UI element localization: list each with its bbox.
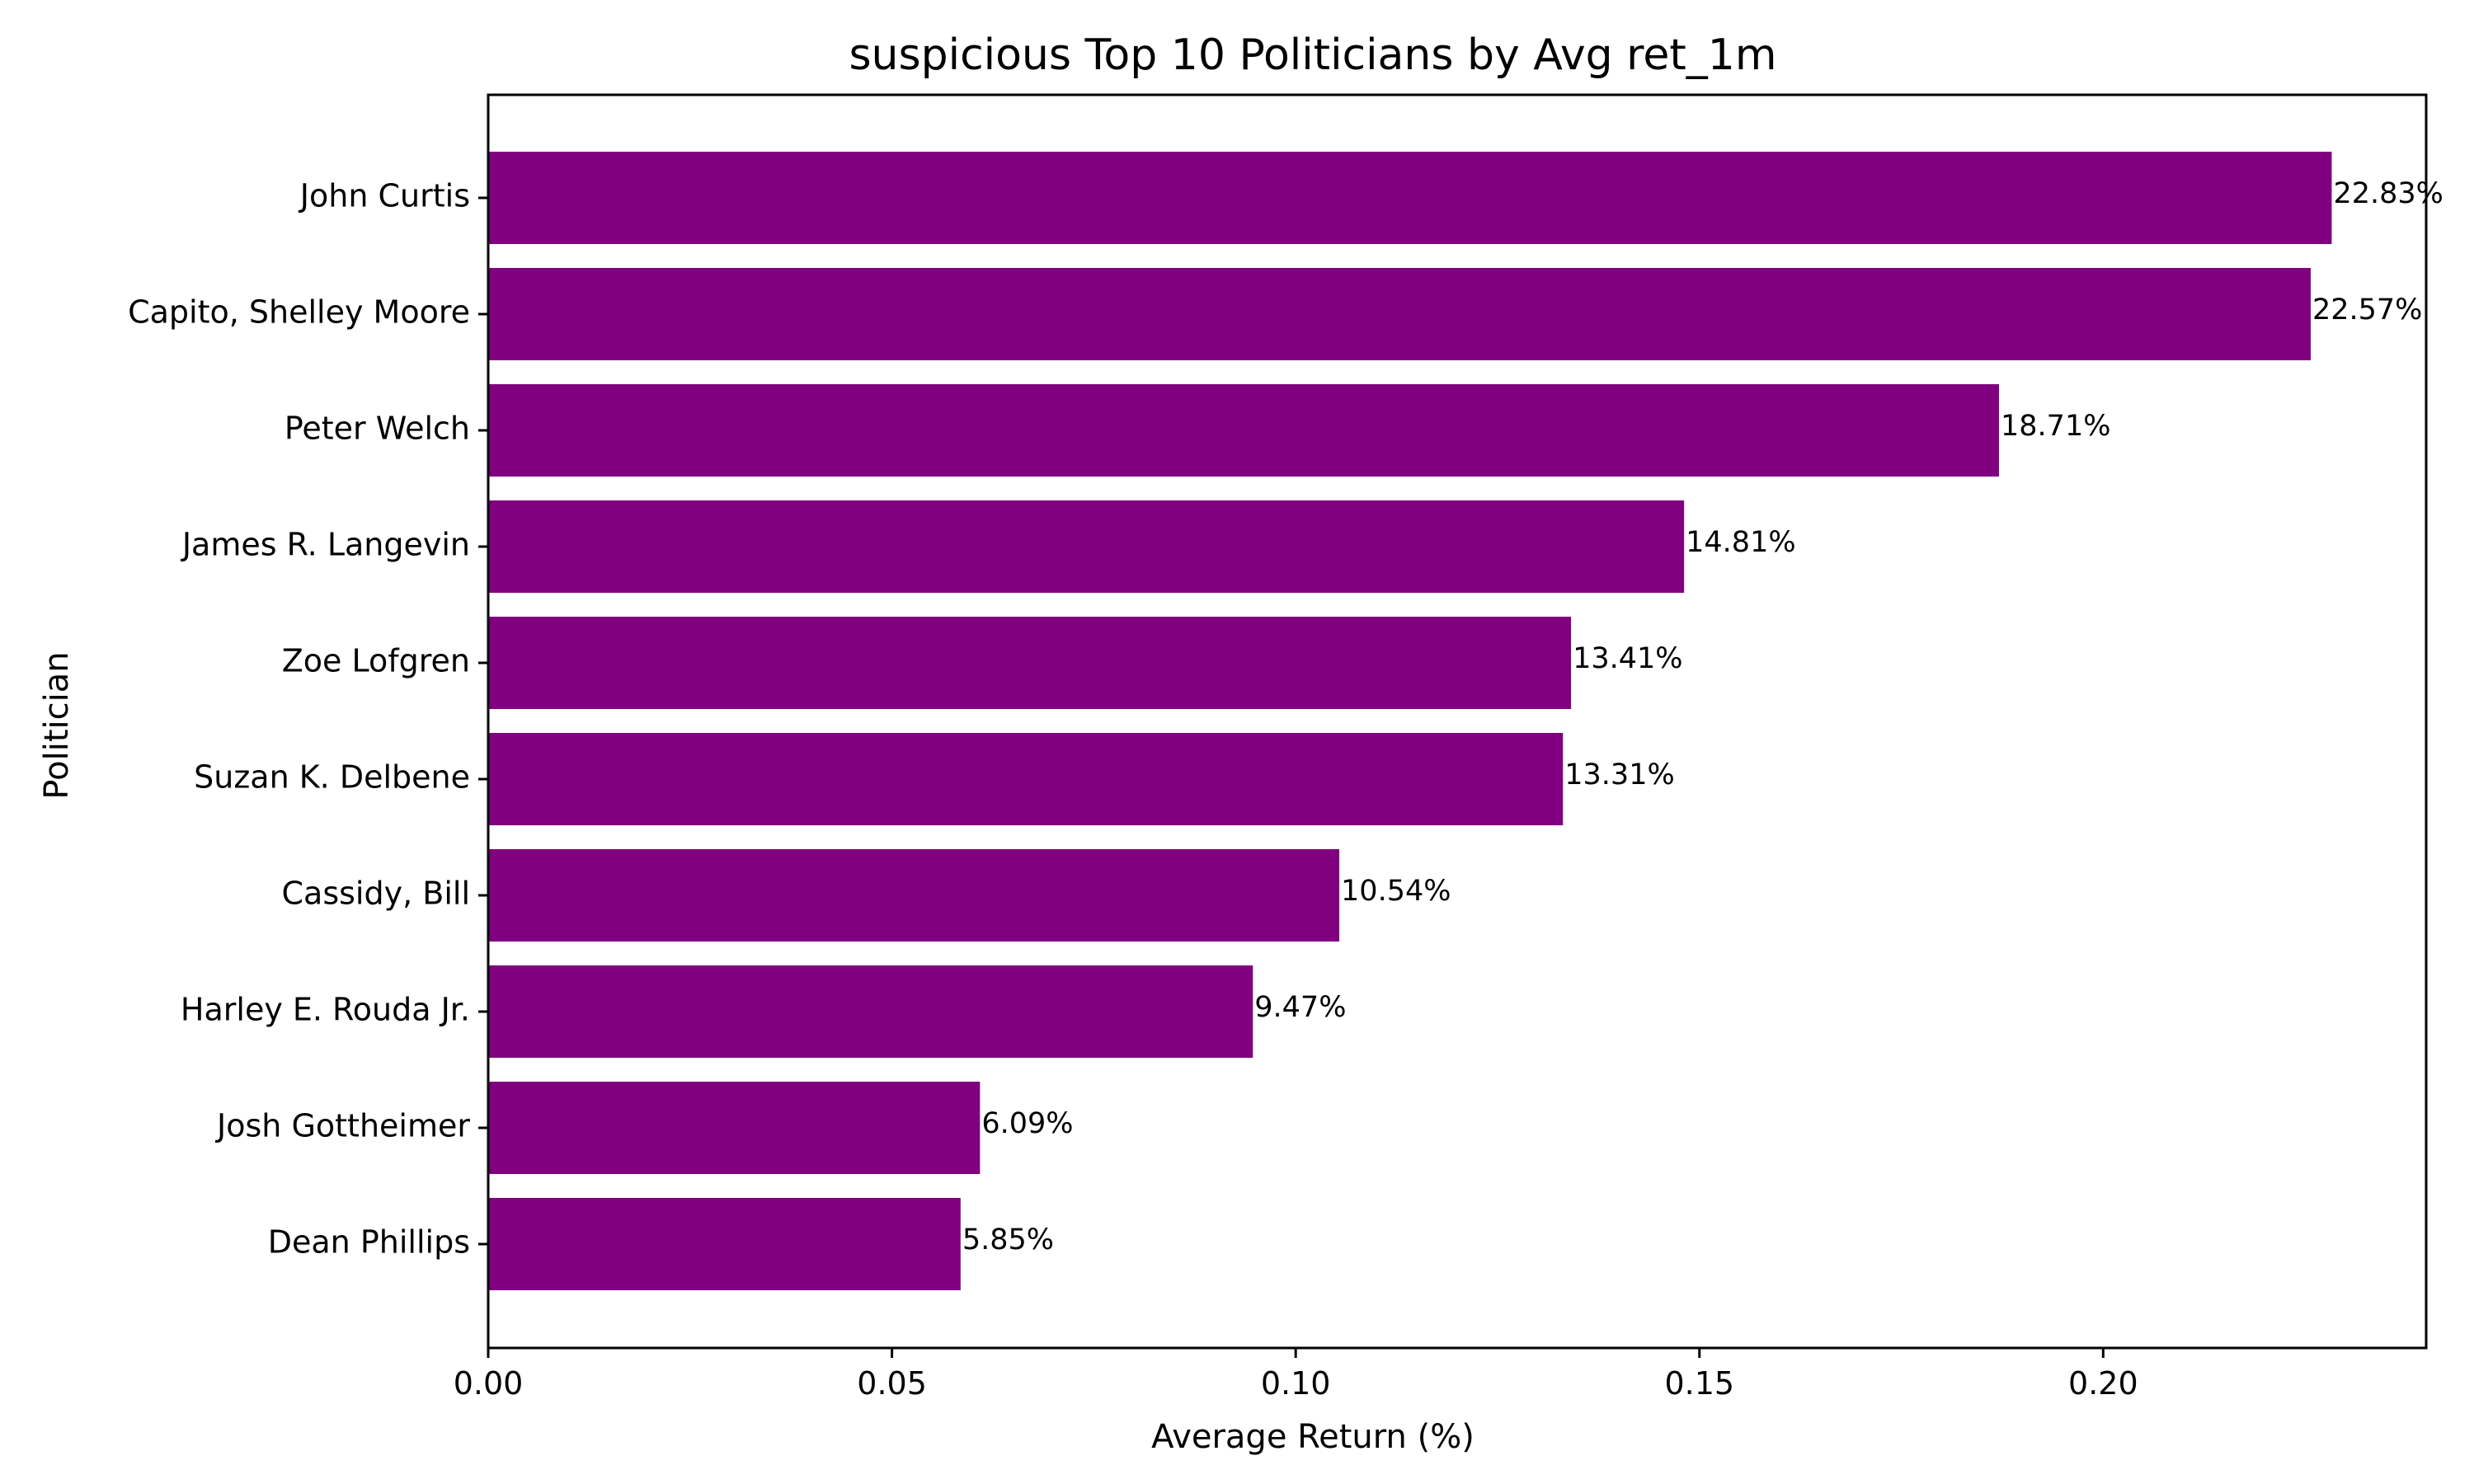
bar — [488, 268, 2311, 360]
data-label: 10.54% — [1341, 875, 1451, 908]
y-tick-label: Capito, Shelley Moore — [128, 294, 470, 331]
x-tick-label: 0.20 — [2068, 1365, 2138, 1402]
bar — [488, 617, 1572, 709]
y-tick-label: John Curtis — [299, 178, 470, 214]
y-tick-label: Dean Phillips — [268, 1224, 470, 1261]
data-label: 13.41% — [1573, 642, 1682, 675]
plot-frame — [487, 93, 2428, 1350]
bar — [488, 152, 2332, 244]
bar — [488, 849, 1340, 942]
data-label: 9.47% — [1254, 991, 1346, 1024]
data-label: 13.31% — [1564, 758, 1674, 791]
y-tick-label: Josh Gottheimer — [215, 1108, 470, 1144]
data-label: 6.09% — [981, 1107, 1073, 1140]
y-tick-label: Harley E. Rouda Jr. — [181, 992, 470, 1028]
x-tick-label: 0.05 — [857, 1365, 927, 1402]
bars-layer — [488, 152, 2332, 1290]
bar — [488, 500, 1685, 593]
x-tick-label: 0.00 — [454, 1365, 524, 1402]
bar — [488, 384, 2000, 477]
x-tick-label: 0.10 — [1261, 1365, 1331, 1402]
data-label: 5.85% — [962, 1223, 1054, 1256]
y-tick-label: Cassidy, Bill — [282, 876, 470, 912]
bar — [488, 965, 1253, 1058]
y-ticks-layer: John Curtis Capito, Shelley Moore Peter We… — [128, 178, 488, 1261]
bar — [488, 733, 1564, 825]
y-tick-label: James R. Langevin — [181, 527, 470, 563]
data-label: 14.81% — [1686, 526, 1795, 559]
data-label: 18.71% — [2001, 410, 2110, 443]
y-tick-label: Suzan K. Delbene — [194, 759, 470, 796]
bar — [488, 1198, 961, 1290]
bar — [488, 1082, 981, 1174]
x-tick-label: 0.15 — [1664, 1365, 1734, 1402]
x-ticks-layer: 0.00 0.05 0.10 0.15 0.20 — [454, 1348, 2138, 1402]
y-axis-label: Politician — [38, 651, 76, 799]
y-tick-label: Peter Welch — [285, 411, 470, 447]
data-labels-layer: 22.83%22.57%18.71%14.81%13.41%13.31%10.5… — [962, 177, 2443, 1256]
y-tick-label: Zoe Lofgren — [282, 643, 470, 679]
chart-title: suspicious Top 10 Politicians by Avg ret… — [849, 31, 1776, 80]
data-label: 22.57% — [2312, 294, 2422, 326]
x-axis-label: Average Return (%) — [1151, 1418, 1475, 1456]
